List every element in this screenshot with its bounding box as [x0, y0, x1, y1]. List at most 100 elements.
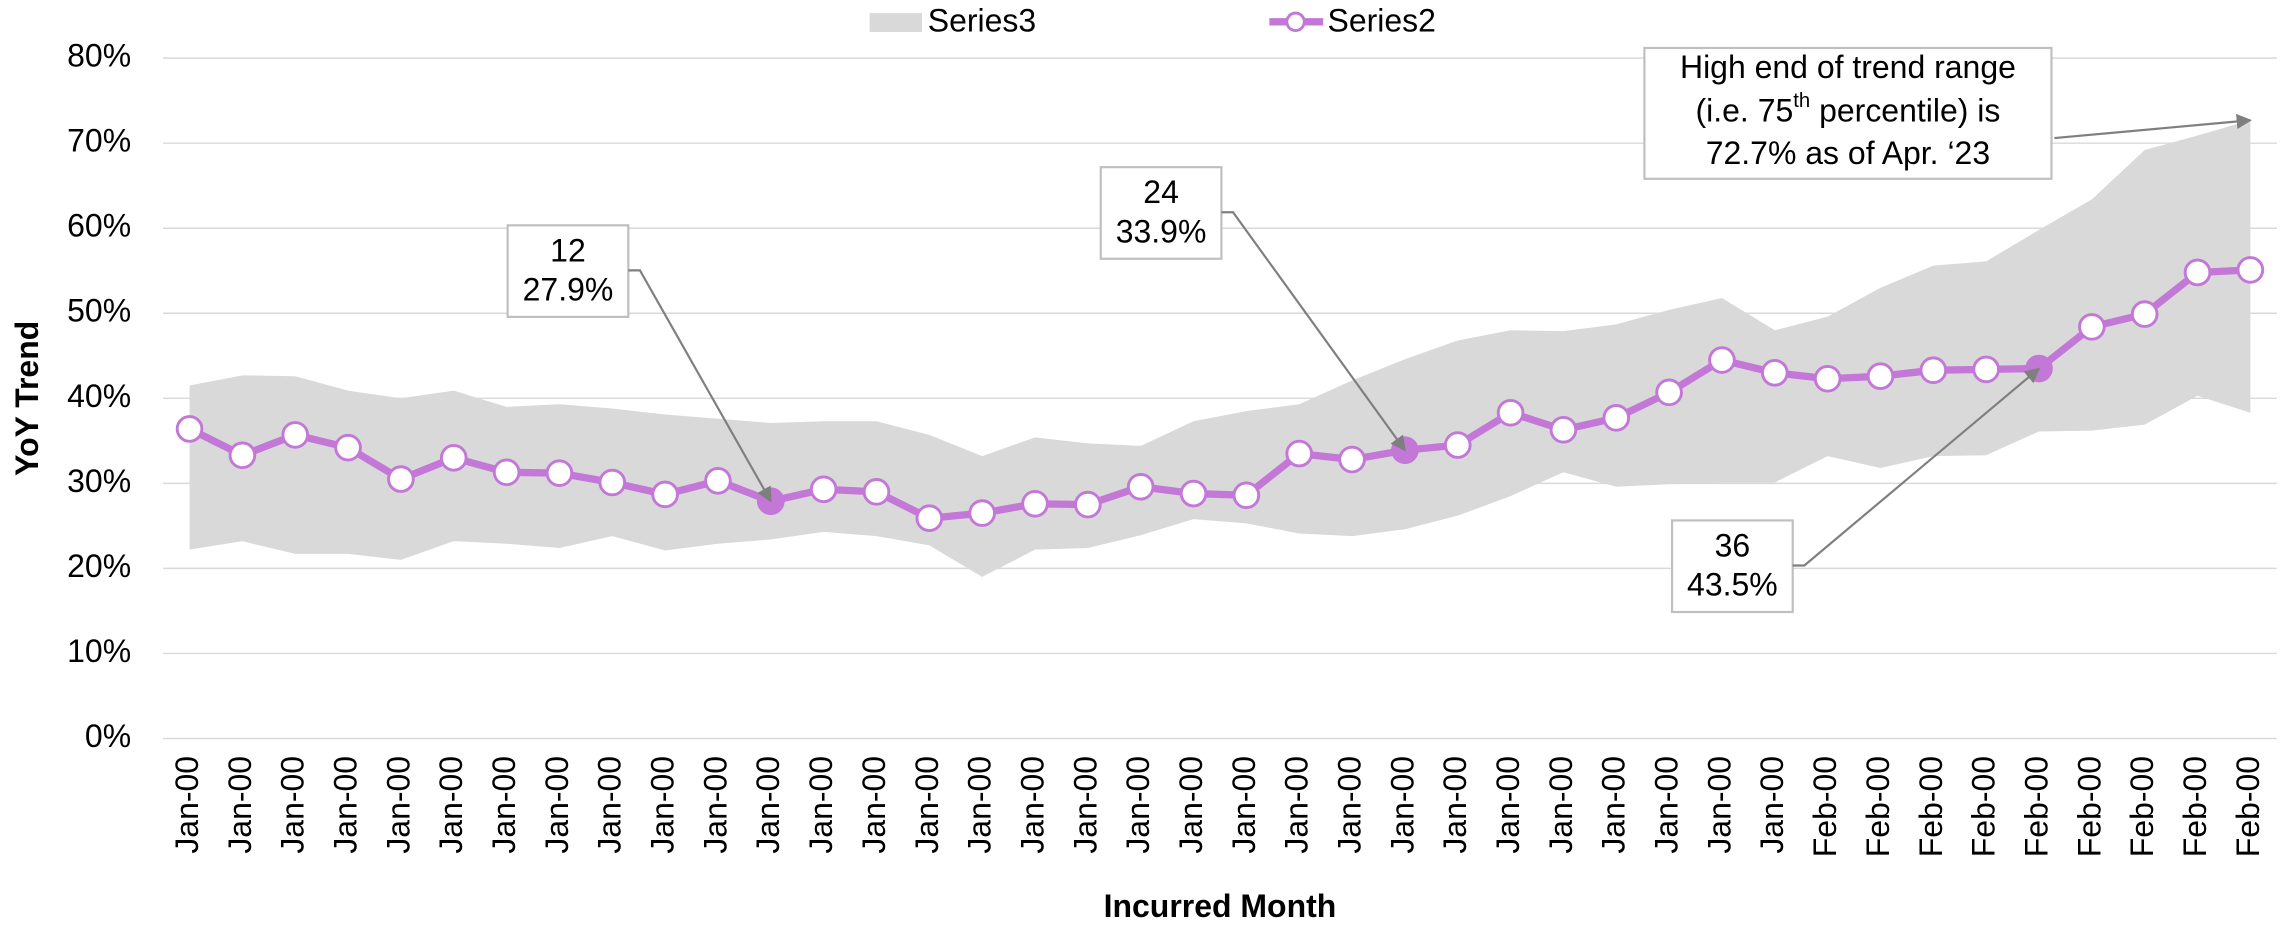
- annotation-label: 24: [1143, 174, 1179, 210]
- x-tick-label: Jan-00: [1701, 756, 1737, 854]
- point-marker: [704, 466, 732, 495]
- x-tick-label: Jan-00: [433, 756, 469, 854]
- legend-swatch: [1285, 11, 1306, 32]
- x-tick-label: Jan-00: [380, 756, 416, 854]
- x-tick-label: Jan-00: [1543, 756, 1579, 854]
- point-marker: [545, 459, 574, 487]
- x-tick-label: Jan-00: [275, 756, 311, 854]
- note-arrow: [2054, 113, 2252, 140]
- annotation-box: [506, 224, 630, 318]
- point-marker: [598, 468, 627, 497]
- y-tick-label: 50%: [67, 293, 131, 329]
- point-marker: [2236, 256, 2265, 284]
- legend-label: Series2: [1328, 3, 1436, 39]
- annotation-label: 36: [1715, 527, 1751, 563]
- x-tick-label: Jan-00: [1226, 756, 1262, 854]
- note-box: [1643, 46, 2053, 180]
- point-marker: [968, 499, 996, 527]
- x-tick-label: Jan-00: [697, 756, 733, 854]
- x-tick-label: Feb-00: [1966, 756, 2002, 857]
- x-tick-label: Feb-00: [1913, 756, 1949, 857]
- y-axis-title: YoY Trend: [9, 321, 45, 476]
- note-text: High end of trend range: [1680, 49, 2016, 85]
- x-tick-label: Jan-00: [486, 756, 522, 854]
- note-text: (i.e. 75: [1696, 93, 1794, 129]
- x-tick-label: Jan-00: [750, 756, 786, 854]
- note-text: th: [1793, 90, 1810, 112]
- y-tick-label: 30%: [67, 463, 131, 499]
- point-marker: [1655, 378, 1683, 407]
- y-tick-label: 20%: [67, 548, 131, 584]
- point-marker: [1602, 404, 1631, 432]
- x-tick-label: Jan-00: [328, 756, 364, 854]
- x-tick-label: Jan-00: [856, 756, 892, 854]
- x-tick-label: Jan-00: [592, 756, 628, 854]
- x-tick-label: Jan-00: [169, 756, 205, 854]
- x-tick-label: Jan-00: [962, 756, 998, 854]
- point-marker: [1285, 439, 1314, 468]
- point-marker: [1179, 479, 1208, 508]
- point-marker: [175, 415, 204, 443]
- x-tick-label: Jan-00: [1754, 756, 1790, 854]
- point-marker: [492, 458, 521, 487]
- point-marker: [334, 433, 362, 462]
- point-marker: [1919, 356, 1948, 385]
- x-tick-label: Jan-00: [1014, 756, 1050, 854]
- x-tick-label: Feb-00: [1860, 756, 1896, 857]
- annotation-label: 12: [550, 232, 586, 268]
- point-marker: [915, 504, 944, 533]
- annotation-label: 43.5%: [1687, 567, 1778, 603]
- point-marker: [228, 441, 257, 470]
- x-tick-label: Feb-00: [1807, 756, 1843, 857]
- point-marker: [1338, 445, 1366, 474]
- note-text: (i.e. 75th percentile) is: [1696, 90, 2001, 129]
- note-text: percentile) is: [1810, 93, 2000, 129]
- x-tick-label: Feb-00: [2124, 756, 2160, 857]
- x-tick-label: Feb-00: [2071, 756, 2107, 857]
- x-tick-label: Jan-00: [1490, 756, 1526, 854]
- point-marker: [387, 465, 415, 493]
- y-tick-label: 40%: [67, 378, 131, 414]
- point-marker: [1549, 415, 1578, 444]
- point-marker: [1708, 346, 1736, 374]
- point-marker: [862, 478, 891, 506]
- x-tick-label: Jan-00: [1384, 756, 1420, 854]
- x-tick-label: Jan-00: [1332, 756, 1368, 854]
- legend-swatch: [869, 13, 922, 32]
- x-tick-label: Jan-00: [222, 756, 258, 854]
- y-tick-label: 70%: [67, 123, 131, 159]
- line: [187, 266, 2251, 522]
- point-marker: [1074, 490, 1102, 519]
- x-tick-label: Jan-00: [1173, 756, 1209, 854]
- x-tick-label: Jan-00: [1596, 756, 1632, 854]
- annotation-label: 27.9%: [523, 272, 614, 308]
- x-tick-label: Jan-00: [1437, 756, 1473, 854]
- point-marker: [1813, 364, 1842, 393]
- annotation-arrow: [1792, 367, 2041, 567]
- point-marker: [1760, 358, 1789, 387]
- point-marker: [1126, 472, 1155, 501]
- x-tick-label: Jan-00: [1120, 756, 1156, 854]
- range-band: [189, 120, 2251, 577]
- x-tick-label: Jan-00: [1067, 756, 1103, 854]
- x-tick-label: Feb-00: [2018, 756, 2054, 857]
- annotation-arrow: [1221, 211, 1406, 452]
- annotation-arrow: [628, 269, 772, 503]
- note-text: 72.7% as of Apr. ‘23: [1706, 135, 1990, 171]
- point-marker: [2183, 258, 2212, 287]
- x-tick-label: Jan-00: [645, 756, 681, 854]
- point-marker: [2130, 300, 2159, 328]
- x-axis-title: Incurred Month: [1104, 888, 1337, 924]
- point-marker: [1232, 481, 1261, 510]
- y-tick-label: 0%: [85, 718, 131, 754]
- point-marker: [809, 475, 838, 504]
- x-tick-label: Jan-00: [1649, 756, 1685, 854]
- x-tick-label: Jan-00: [803, 756, 839, 854]
- x-tick-label: Jan-00: [539, 756, 575, 854]
- point-marker: [1496, 398, 1525, 427]
- point-marker: [1866, 362, 1895, 391]
- point-marker: [1021, 489, 1049, 518]
- annotation-box: [1099, 166, 1223, 260]
- point-marker: [2078, 313, 2106, 341]
